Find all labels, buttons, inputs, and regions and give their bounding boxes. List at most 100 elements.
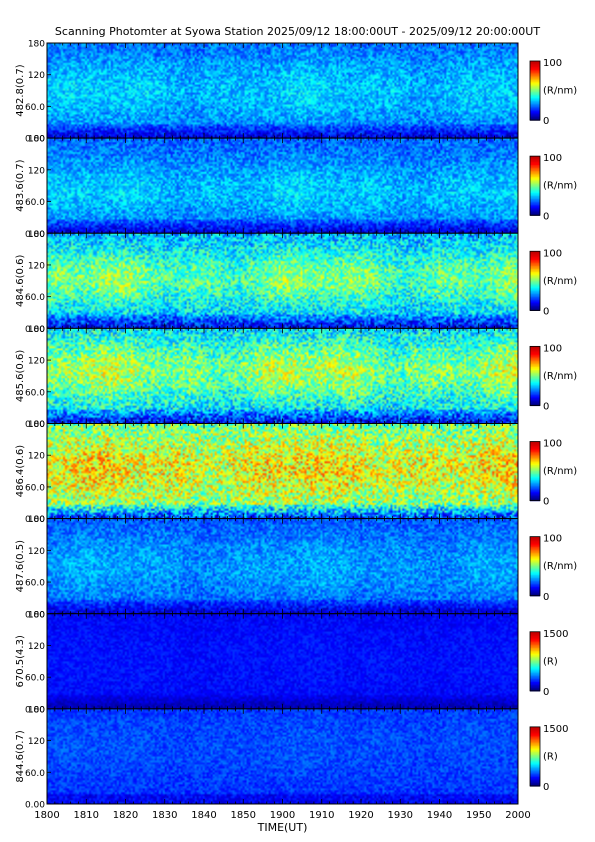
colorbar-step — [530, 633, 540, 636]
colorbar-step — [530, 99, 540, 102]
colorbar-step — [530, 268, 540, 272]
colorbar-max-label: 1500 — [543, 724, 568, 735]
colorbar-step — [530, 487, 540, 490]
colorbar-min-label: 0 — [543, 306, 549, 317]
colorbar-step — [530, 210, 540, 213]
colorbar-step — [530, 731, 540, 734]
colorbar-step — [530, 114, 540, 117]
y-tick-label: 120 — [28, 71, 45, 81]
colorbar-step — [530, 494, 540, 497]
heatmap-1 — [47, 43, 518, 139]
colorbar-step — [530, 680, 540, 683]
colorbar-step — [530, 753, 540, 756]
colorbar-step — [530, 80, 540, 83]
colorbar-step — [530, 209, 540, 212]
colorbar-unit: (R) — [543, 751, 558, 762]
colorbar-step — [530, 588, 540, 591]
colorbar-step — [530, 65, 540, 68]
x-tick-label: 2000 — [505, 810, 530, 821]
colorbar-step — [530, 190, 540, 193]
colorbar-step — [530, 181, 540, 184]
colorbar-step — [530, 757, 540, 760]
colorbar-step — [530, 582, 540, 585]
colorbar-step — [530, 86, 540, 89]
colorbar-step — [530, 108, 540, 111]
y-tick-label: 0.00 — [25, 801, 45, 811]
colorbar-unit: (R/nm) — [543, 276, 577, 287]
colorbar-step — [530, 295, 540, 298]
colorbar-step — [530, 105, 540, 108]
colorbar-step — [530, 580, 540, 584]
colorbar-step — [530, 689, 540, 692]
colorbar-step — [530, 102, 540, 105]
colorbar-step — [530, 478, 540, 481]
colorbar-step — [530, 173, 540, 176]
colorbar-step — [530, 479, 540, 483]
colorbar-step — [530, 737, 540, 740]
colorbar-step — [530, 358, 540, 361]
panel-6: 0.00 60.0 120 180 487.6(0.5) 100 0 (R/nm) — [15, 515, 577, 620]
colorbar-unit: (R/nm) — [543, 371, 577, 382]
colorbar-frame — [529, 345, 541, 406]
colorbar-step — [530, 775, 540, 778]
colorbar-step — [530, 744, 540, 747]
colorbar-6: 100 0 (R/nm) — [529, 534, 577, 603]
y-tick-label: 180 — [28, 325, 45, 335]
colorbar-step — [530, 441, 540, 444]
y-tick-label: 0.00 — [25, 420, 45, 430]
heatmap-6 — [47, 518, 518, 614]
y-tick-label: 180 — [28, 40, 45, 50]
x-tick-label: 1830 — [152, 810, 177, 821]
colorbar-step — [530, 212, 540, 215]
colorbar-step — [530, 734, 540, 737]
colorbar-step — [530, 197, 540, 200]
colorbar-2: 100 0 (R/nm) — [529, 153, 577, 222]
colorbar-step — [530, 659, 540, 662]
colorbar-step — [530, 444, 540, 447]
colorbar-step — [530, 285, 540, 288]
colorbar-step — [530, 356, 540, 359]
colorbar-step — [530, 162, 540, 165]
colorbar-step — [530, 484, 540, 487]
colorbar-frame — [529, 631, 541, 692]
colorbar-step — [530, 566, 540, 569]
colorbar-step — [530, 62, 540, 65]
colorbar-step — [530, 639, 540, 642]
colorbar-step — [530, 673, 540, 676]
colorbar-step — [530, 300, 540, 303]
colorbar-step — [530, 74, 540, 77]
colorbar-step — [530, 447, 540, 450]
colorbar-step — [530, 747, 540, 750]
colorbar-step — [530, 482, 540, 485]
y-tick-label: 180 — [28, 610, 45, 620]
colorbar-step — [530, 746, 540, 749]
colorbar-step — [530, 399, 540, 402]
colorbar-step — [530, 196, 540, 199]
colorbar-step — [530, 302, 540, 306]
chart-title: Scanning Photomter at Syowa Station 2025… — [54, 25, 541, 38]
colorbar-step — [530, 273, 540, 276]
colorbar-step — [530, 653, 540, 656]
colorbar-step — [530, 286, 540, 289]
colorbar-step — [530, 687, 540, 690]
colorbar-step — [530, 117, 540, 120]
colorbar-step — [530, 661, 540, 664]
colorbar-step — [530, 560, 540, 563]
colorbar-step — [530, 583, 540, 587]
colorbar-step — [530, 648, 540, 651]
colorbar-step — [530, 592, 540, 595]
colorbar-step — [530, 96, 540, 99]
colorbar-step — [530, 756, 540, 759]
colorbar-step — [530, 188, 540, 191]
colorbar-step — [530, 164, 540, 168]
colorbar-step — [530, 349, 540, 352]
y-tick-label: 120 — [28, 357, 45, 367]
colorbar-step — [530, 175, 540, 178]
y-tick-label: 180 — [28, 420, 45, 430]
colorbar-step — [530, 578, 540, 581]
panel-3: 0.00 60.0 120 180 484.6(0.6) 100 0 (R/nm) — [15, 230, 577, 335]
colorbar-step — [530, 396, 540, 399]
colorbar-step — [530, 573, 540, 576]
colorbar-step — [530, 350, 540, 353]
colorbar-step — [530, 289, 540, 292]
